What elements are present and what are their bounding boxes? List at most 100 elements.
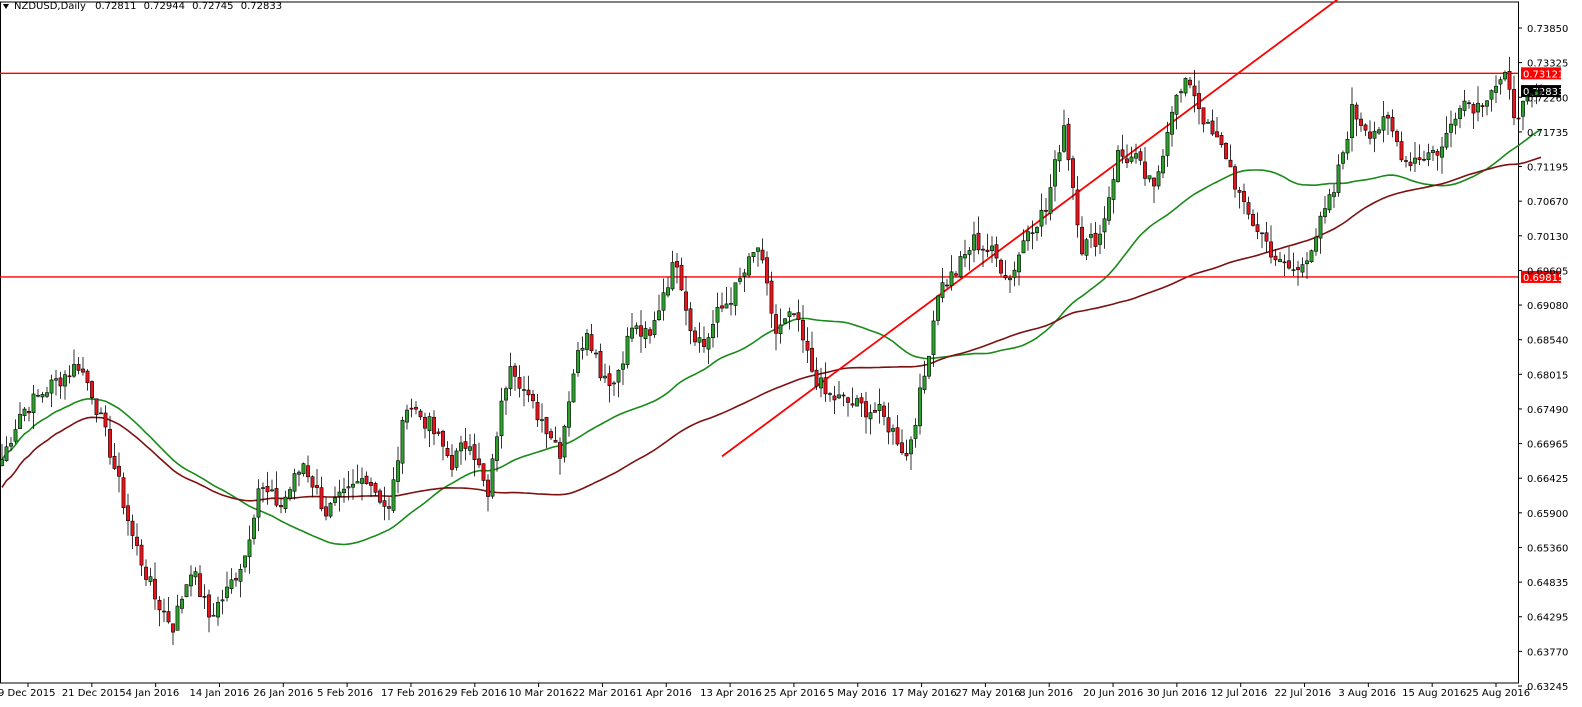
candle — [117, 452, 121, 493]
candle — [1219, 132, 1224, 148]
candle-body-bull — [4, 446, 9, 461]
candle-body-bear — [198, 573, 202, 597]
candle — [580, 336, 585, 360]
trendline[interactable] — [721, 0, 1518, 458]
candle-body-bear — [760, 249, 765, 261]
candle — [1534, 83, 1539, 105]
plot-area[interactable] — [0, 1, 1519, 684]
candle-body-bull — [1156, 171, 1161, 187]
candle-body-bull — [252, 517, 256, 539]
candle — [553, 426, 558, 443]
candle-body-bear — [859, 397, 864, 404]
candle — [265, 471, 270, 505]
candle-body-bear — [1197, 93, 1201, 110]
candle-body-bear — [463, 441, 468, 449]
candle — [796, 299, 801, 332]
candle — [1318, 211, 1323, 254]
candle — [954, 271, 958, 278]
candle-body-bull — [1111, 179, 1116, 200]
candle-body-bear — [126, 505, 130, 521]
candle — [1305, 252, 1309, 280]
candle — [634, 322, 639, 335]
candle-body-bull — [1503, 72, 1507, 80]
candle-body-bear — [1246, 202, 1251, 215]
candle — [324, 497, 328, 521]
candle-body-bull — [256, 488, 261, 518]
candle — [985, 233, 990, 258]
candle-body-bull — [1134, 153, 1138, 159]
candle-body-bear — [720, 305, 724, 309]
candle-body-bull — [1449, 123, 1453, 133]
svg-text:NZDUSD,Daily 0.72811: NZDUSD,Daily 0.72811 0.72944 0.72745 0.7… — [14, 1, 282, 12]
high-value: 0.72944 — [144, 1, 185, 12]
candle — [1093, 221, 1098, 257]
candle — [13, 419, 18, 444]
y-tick-label: 0.68015 — [1527, 370, 1568, 381]
candle — [810, 331, 814, 373]
candle — [180, 596, 184, 614]
candle-body-bear — [904, 452, 909, 457]
candle-body-bull — [756, 247, 760, 252]
candle-body-bear — [90, 381, 94, 399]
candle-body-bear — [414, 406, 418, 410]
candle-body-bear — [814, 369, 819, 387]
candle — [648, 327, 652, 344]
candle-body-bull — [243, 555, 247, 568]
candle — [661, 278, 666, 321]
candle-body-bull — [738, 278, 742, 282]
candle-body-bull — [1165, 132, 1170, 156]
candle — [495, 431, 499, 472]
candle-body-bear — [166, 611, 171, 623]
candle — [904, 439, 909, 461]
candle-body-bear — [157, 599, 162, 611]
candle — [369, 477, 373, 497]
candle — [396, 446, 400, 494]
candle — [1039, 193, 1044, 237]
candle — [1003, 260, 1008, 281]
candle-body-bull — [72, 364, 76, 377]
candle — [1341, 150, 1345, 170]
candle-body-bear — [810, 347, 814, 372]
candle-body-bear — [549, 431, 553, 439]
candle — [940, 268, 945, 303]
candle — [868, 404, 873, 435]
candle-body-bear — [900, 442, 904, 454]
candle — [1314, 228, 1318, 256]
candle-body-bull — [1372, 130, 1377, 139]
candle-body-bear — [1188, 79, 1192, 86]
candle-body-bear — [999, 259, 1003, 274]
candle — [378, 488, 382, 505]
candle — [261, 482, 265, 503]
candle-body-bull — [1170, 111, 1174, 135]
candle-body-bear — [1237, 190, 1242, 193]
x-tick-label: 21 Dec 2015 — [62, 688, 126, 699]
candle-body-bull — [270, 489, 274, 492]
candle — [1404, 156, 1408, 168]
candle — [918, 373, 922, 435]
candle — [423, 412, 427, 439]
candle — [1287, 246, 1291, 270]
candle — [963, 239, 967, 268]
candle-body-bear — [598, 351, 603, 379]
candle — [688, 302, 693, 345]
candle — [900, 429, 904, 456]
candle-body-bull — [522, 389, 526, 391]
candle-body-bear — [432, 416, 436, 435]
level-price-box-1 — [1521, 270, 1561, 283]
candle-body-bull — [1458, 108, 1462, 119]
candle — [207, 589, 211, 633]
candle — [36, 389, 40, 398]
candle-body-bear — [450, 455, 454, 470]
chart-menu-icon[interactable] — [3, 4, 9, 9]
candle — [1417, 144, 1422, 165]
x-tick-label: 4 Jan 2016 — [126, 688, 180, 699]
candle — [499, 387, 504, 449]
candle — [1480, 102, 1485, 118]
candle — [958, 251, 963, 278]
candle — [1273, 248, 1278, 266]
candle-body-bull — [652, 320, 657, 335]
candle — [585, 329, 589, 356]
candle — [76, 357, 81, 375]
candle — [864, 391, 868, 434]
